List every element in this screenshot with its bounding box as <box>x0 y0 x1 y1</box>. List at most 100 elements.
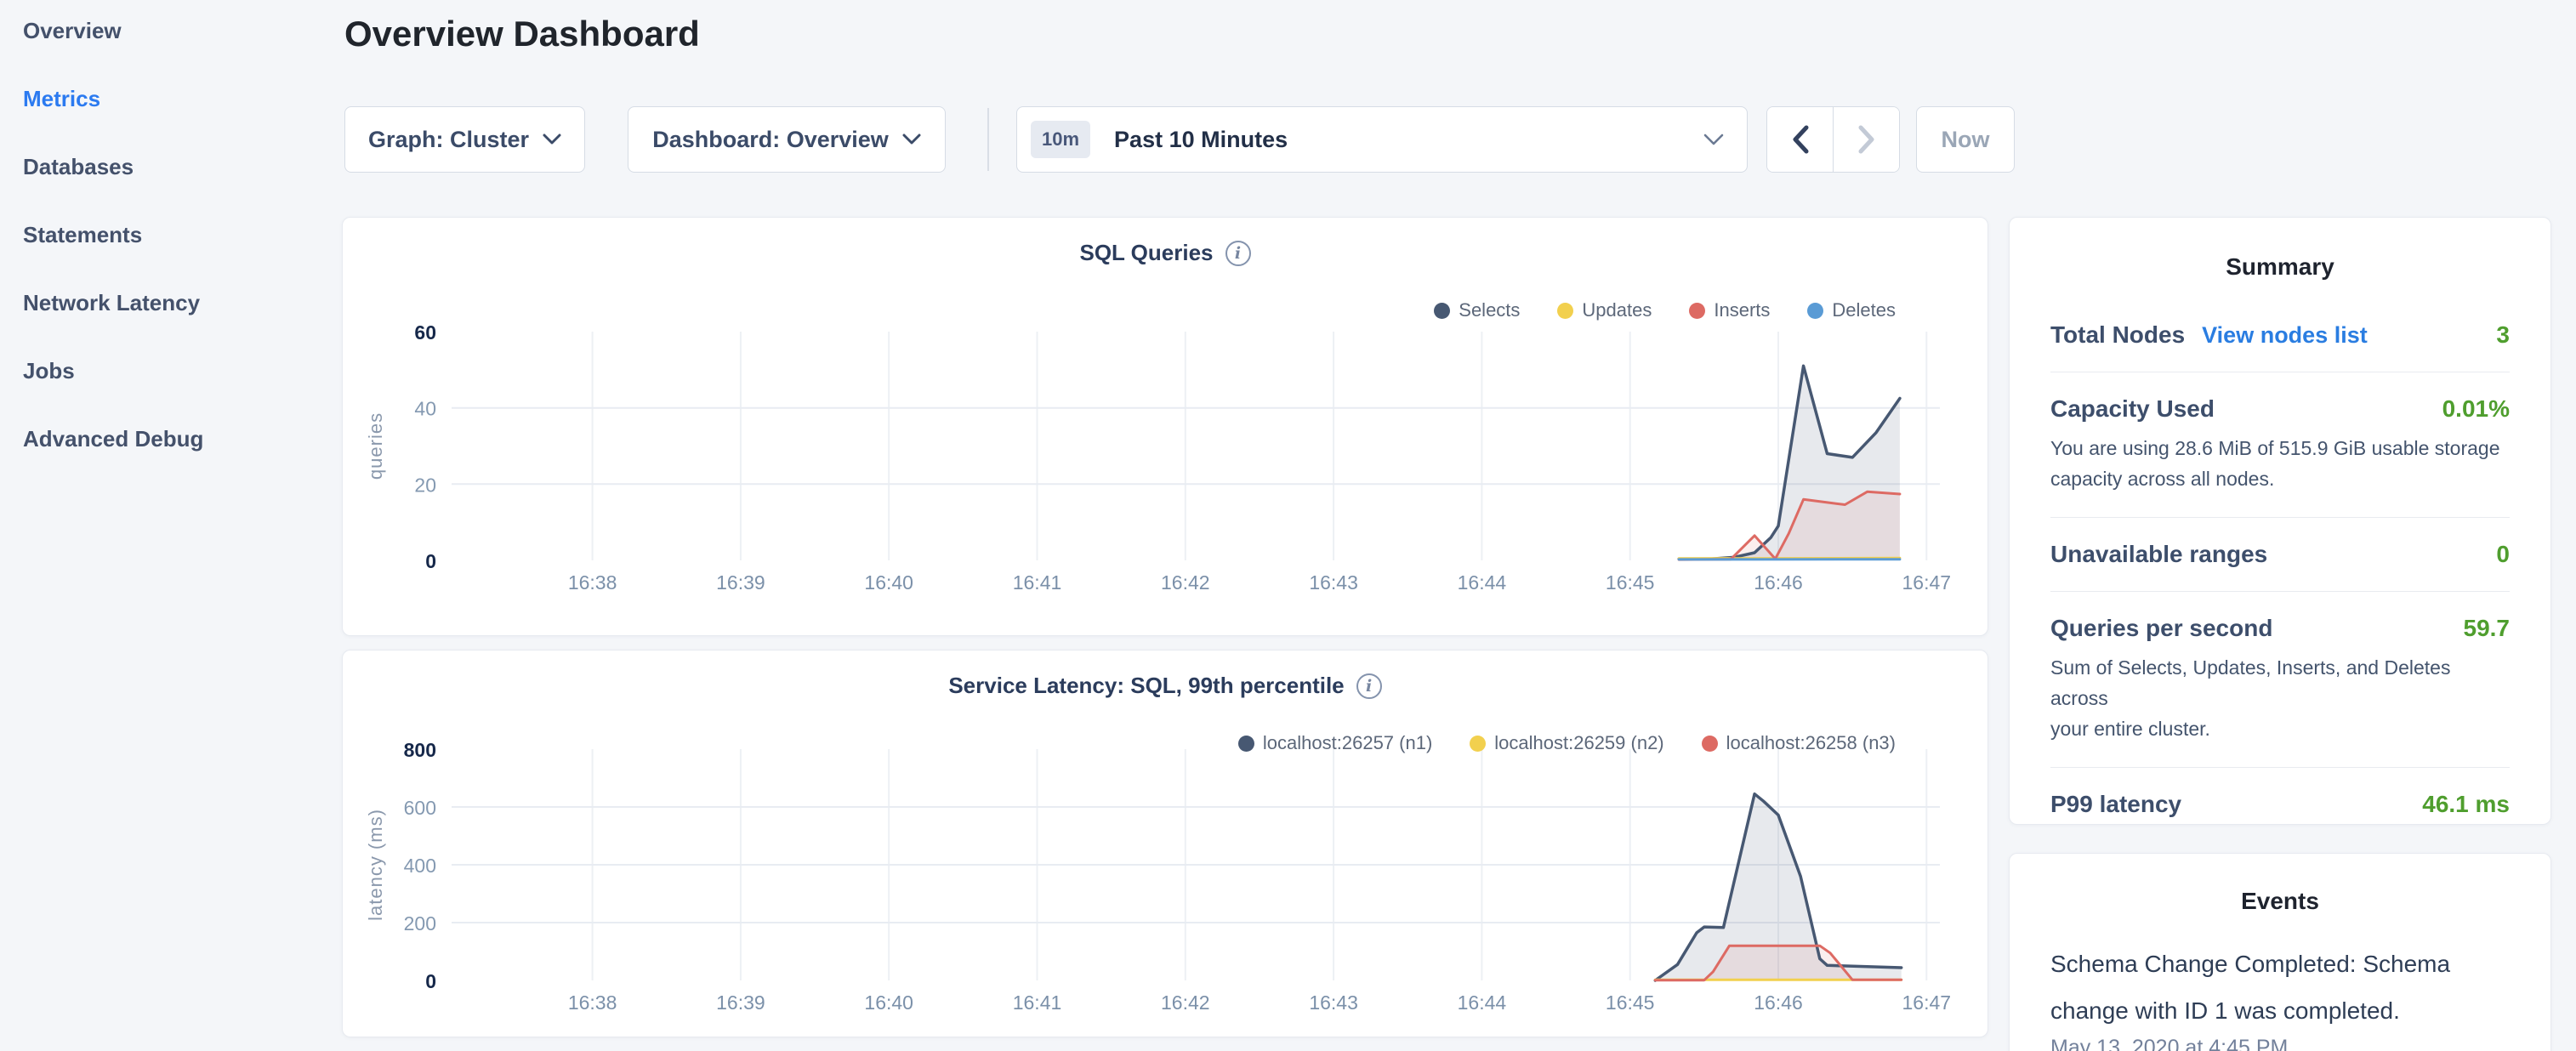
info-icon[interactable]: i <box>1225 241 1251 266</box>
svg-text:16:46: 16:46 <box>1754 991 1803 1014</box>
prev-range-button[interactable] <box>1767 107 1834 172</box>
svg-text:16:47: 16:47 <box>1902 571 1952 594</box>
chart-legend: localhost:26257 (n1) localhost:26259 (n2… <box>1238 732 1896 754</box>
controls-divider <box>987 108 989 171</box>
summary-label: Queries per second <box>2050 615 2272 642</box>
legend-label: Deletes <box>1832 299 1896 321</box>
legend-label: localhost:26257 (n1) <box>1263 732 1432 754</box>
events-panel: Events Schema Change Completed: Schema c… <box>2009 853 2551 1051</box>
svg-text:queries: queries <box>365 412 386 480</box>
series-dot <box>1434 303 1450 319</box>
svg-text:800: 800 <box>404 739 436 761</box>
summary-label: Unavailable ranges <box>2050 541 2267 568</box>
summary-label: Total Nodes <box>2050 321 2185 349</box>
graph-dropdown-label: Graph: Cluster <box>368 127 529 153</box>
svg-text:200: 200 <box>404 912 436 935</box>
svg-text:16:40: 16:40 <box>864 991 913 1014</box>
summary-label: Capacity Used <box>2050 395 2215 423</box>
series-dot <box>1557 303 1573 319</box>
service-latency-chart: 16:3816:3916:4016:4116:4216:4316:4416:45… <box>343 650 1989 1038</box>
summary-value: 3 <box>2496 321 2510 349</box>
legend-item-n3[interactable]: localhost:26258 (n3) <box>1702 732 1896 754</box>
legend-item-updates[interactable]: Updates <box>1557 299 1652 321</box>
svg-text:16:43: 16:43 <box>1309 571 1358 594</box>
legend-label: Selects <box>1459 299 1520 321</box>
sidebar-item-jobs[interactable]: Jobs <box>0 337 340 405</box>
summary-value: 46.1 ms <box>2422 791 2510 818</box>
sidebar-item-network-latency[interactable]: Network Latency <box>0 269 340 337</box>
sidebar-item-advanced-debug[interactable]: Advanced Debug <box>0 405 340 473</box>
svg-text:0: 0 <box>425 970 436 992</box>
event-text: Schema Change Completed: Schema change w… <box>2050 940 2510 1034</box>
chevron-right-icon <box>1857 124 1877 155</box>
summary-section-queries-per-second: Queries per second 59.7 Sum of Selects, … <box>2050 592 2510 768</box>
svg-text:16:42: 16:42 <box>1161 991 1210 1014</box>
svg-text:16:41: 16:41 <box>1013 571 1062 594</box>
legend-label: localhost:26258 (n3) <box>1726 732 1896 754</box>
graph-dropdown[interactable]: Graph: Cluster <box>344 106 585 173</box>
chevron-down-icon <box>1703 133 1725 146</box>
summary-value: 59.7 <box>2464 615 2511 642</box>
svg-text:40: 40 <box>414 398 436 420</box>
summary-description: Sum of Selects, Updates, Inserts, and De… <box>2050 652 2510 744</box>
svg-text:16:38: 16:38 <box>568 571 617 594</box>
svg-text:16:41: 16:41 <box>1013 991 1062 1014</box>
app-root: Overview Metrics Databases Statements Ne… <box>0 0 2576 1051</box>
summary-panel: Summary Total Nodes View nodes list 3 Ca… <box>2009 217 2551 825</box>
time-range-selector[interactable]: 10m Past 10 Minutes <box>1016 106 1748 173</box>
time-pager <box>1766 106 1900 173</box>
legend-label: Inserts <box>1714 299 1770 321</box>
series-dot <box>1702 736 1718 752</box>
legend-item-inserts[interactable]: Inserts <box>1689 299 1770 321</box>
legend-item-n2[interactable]: localhost:26259 (n2) <box>1470 732 1663 754</box>
sidebar-item-metrics[interactable]: Metrics <box>0 65 340 133</box>
svg-text:16:38: 16:38 <box>568 991 617 1014</box>
dashboard-dropdown[interactable]: Dashboard: Overview <box>628 106 946 173</box>
summary-section-total-nodes: Total Nodes View nodes list 3 <box>2050 293 2510 372</box>
series-dot <box>1238 736 1254 752</box>
legend-item-n1[interactable]: localhost:26257 (n1) <box>1238 732 1432 754</box>
summary-description: You are using 28.6 MiB of 515.9 GiB usab… <box>2050 433 2510 494</box>
summary-label: P99 latency <box>2050 791 2181 818</box>
sidebar-item-databases[interactable]: Databases <box>0 133 340 201</box>
svg-text:16:46: 16:46 <box>1754 571 1803 594</box>
svg-text:20: 20 <box>414 474 436 496</box>
series-dot <box>1807 303 1823 319</box>
svg-text:60: 60 <box>414 321 436 344</box>
svg-text:16:44: 16:44 <box>1458 571 1507 594</box>
svg-text:16:39: 16:39 <box>716 571 765 594</box>
time-range-badge: 10m <box>1031 121 1090 158</box>
event-list-item[interactable]: Schema Change Completed: Schema change w… <box>2050 940 2510 1051</box>
svg-text:16:44: 16:44 <box>1458 991 1507 1014</box>
service-latency-chart-card: 16:3816:3916:4016:4116:4216:4316:4416:45… <box>342 650 1988 1037</box>
next-range-button[interactable] <box>1834 107 1899 172</box>
legend-label: localhost:26259 (n2) <box>1494 732 1663 754</box>
svg-text:0: 0 <box>425 550 436 572</box>
series-dot <box>1470 736 1486 752</box>
view-nodes-list-link[interactable]: View nodes list <box>2202 322 2368 349</box>
sql-queries-chart: 16:3816:3916:4016:4116:4216:4316:4416:45… <box>343 218 1989 637</box>
chart-title: SQL Queries <box>1079 240 1213 266</box>
sidebar-item-overview[interactable]: Overview <box>0 0 340 65</box>
svg-text:16:45: 16:45 <box>1606 571 1655 594</box>
chart-legend: Selects Updates Inserts Deletes <box>1434 299 1896 321</box>
legend-item-selects[interactable]: Selects <box>1434 299 1520 321</box>
now-button[interactable]: Now <box>1916 106 2015 173</box>
svg-text:600: 600 <box>404 797 436 819</box>
summary-section-capacity-used: Capacity Used 0.01% You are using 28.6 M… <box>2050 372 2510 518</box>
series-dot <box>1689 303 1705 319</box>
legend-item-deletes[interactable]: Deletes <box>1807 299 1896 321</box>
info-icon[interactable]: i <box>1356 673 1382 699</box>
svg-text:latency (ms): latency (ms) <box>365 809 386 921</box>
event-timestamp: May 13, 2020 at 4:45 PM <box>2050 1036 2510 1051</box>
chevron-down-icon <box>902 134 921 145</box>
svg-text:16:42: 16:42 <box>1161 571 1210 594</box>
chart-title: Service Latency: SQL, 99th percentile <box>948 673 1344 699</box>
chevron-down-icon <box>543 134 561 145</box>
summary-title: Summary <box>2050 253 2510 281</box>
svg-text:16:39: 16:39 <box>716 991 765 1014</box>
time-range-label: Past 10 Minutes <box>1114 127 1703 153</box>
svg-text:16:43: 16:43 <box>1309 991 1358 1014</box>
page-title: Overview Dashboard <box>344 14 700 54</box>
sidebar-item-statements[interactable]: Statements <box>0 201 340 269</box>
